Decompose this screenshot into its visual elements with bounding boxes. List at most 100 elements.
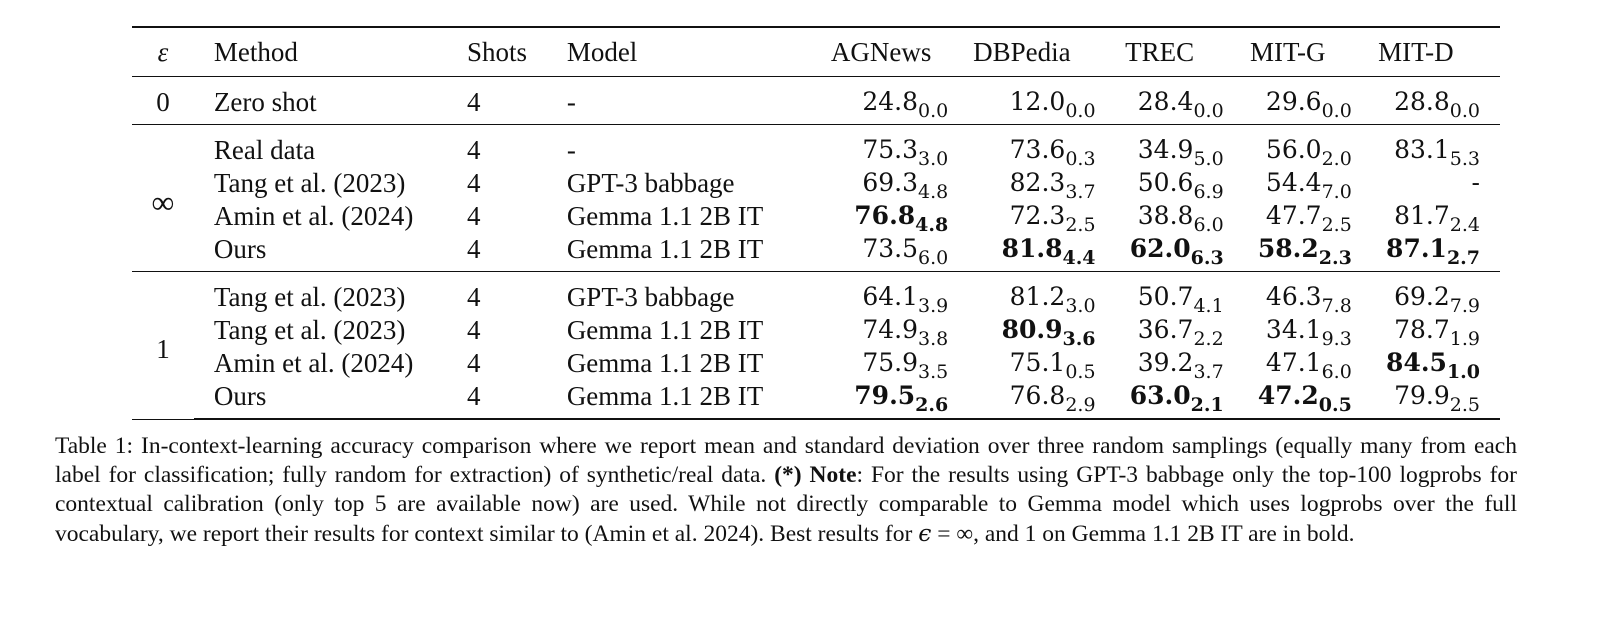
table-row: Tang et al. (2023) 4 Gemma 1.1 2B IT 74.93.… xyxy=(132,313,1500,349)
score-std: 2.6 xyxy=(915,394,949,416)
score-cell-trec: 36.72.2 xyxy=(1096,313,1224,349)
score-value: 81.72.4 xyxy=(1394,201,1480,235)
score-cell-mit-d: 87.12.7 xyxy=(1351,232,1500,272)
score-value: 36.72.2 xyxy=(1138,315,1224,349)
score-cell-mit-g: 47.72.5 xyxy=(1224,199,1352,235)
caption-equals-infinity: = ∞ xyxy=(931,521,974,547)
score-mean: 81.2 xyxy=(1009,282,1066,311)
score-mean: 34.1 xyxy=(1265,315,1322,344)
score-std: 6.0 xyxy=(918,247,949,269)
score-std: 7.8 xyxy=(1321,295,1352,317)
score-std: 2.5 xyxy=(1321,214,1352,236)
score-value: 81.84.4 xyxy=(1002,234,1096,268)
shots-cell: 4 xyxy=(466,232,567,272)
score-std: 6.0 xyxy=(1193,214,1224,236)
model-cell: GPT-3 babbage xyxy=(566,281,735,312)
score-mean: 72.3 xyxy=(1009,201,1066,230)
score-mean: 28.4 xyxy=(1137,87,1194,116)
header-shots: Shots xyxy=(466,26,567,77)
caption-text-1: In-context-learning accuracy comparison … xyxy=(55,433,1517,488)
model-cell: Gemma 1.1 2B IT xyxy=(566,379,815,420)
score-value: 34.95.0 xyxy=(1138,135,1224,169)
score-cell-trec: 39.23.7 xyxy=(1096,346,1224,382)
score-value: 58.22.3 xyxy=(1258,234,1352,268)
table-row: Amin et al. (2024) 4 Gemma 1.1 2B IT 76.84.… xyxy=(132,199,1500,235)
score-cell-dbpedia: 73.60.3 xyxy=(948,125,1096,169)
score-mean: 83.1 xyxy=(1394,135,1450,164)
score-std: 2.5 xyxy=(1065,214,1096,236)
score-mean: 56.0 xyxy=(1265,135,1322,164)
score-std: 6.0 xyxy=(1321,361,1352,383)
table-caption: Table 1: In-context-learning accuracy co… xyxy=(55,432,1517,549)
score-cell-agnews: 76.84.8 xyxy=(814,199,948,235)
score-mean: 79.5 xyxy=(854,381,916,410)
score-cell-trec: 50.66.9 xyxy=(1096,166,1224,202)
score-value: 28.40.0 xyxy=(1137,87,1224,121)
score-value: 87.12.7 xyxy=(1386,234,1480,268)
score-std: 3.0 xyxy=(1065,295,1096,317)
score-std: 2.3 xyxy=(1318,247,1352,269)
score-value: 83.15.3 xyxy=(1394,135,1480,169)
shots-cell: 4 xyxy=(466,379,567,420)
score-value: 73.60.3 xyxy=(1010,135,1096,169)
score-std: 3.0 xyxy=(918,148,949,170)
score-std: 4.8 xyxy=(918,181,949,203)
score-cell-trec: 63.02.1 xyxy=(1095,379,1224,420)
score-cell-mit-g: 46.37.8 xyxy=(1224,272,1352,316)
score-std: 1.9 xyxy=(1449,328,1480,350)
shots-cell: 4 xyxy=(466,200,481,231)
score-value: 50.66.9 xyxy=(1138,168,1224,202)
score-std: 7.9 xyxy=(1449,295,1480,317)
score-std: 1.0 xyxy=(1446,361,1480,383)
score-mean: 46.3 xyxy=(1265,282,1322,311)
score-cell-agnews: 64.13.9 xyxy=(814,272,949,317)
score-value: 47.20.5 xyxy=(1258,381,1352,415)
score-mean: 75.3 xyxy=(862,135,919,164)
model-cell: - xyxy=(566,76,815,125)
score-std: 2.9 xyxy=(1065,394,1096,416)
score-std: 0.5 xyxy=(1065,361,1096,383)
score-value: 81.23.0 xyxy=(1009,282,1096,316)
score-value: 24.80.0 xyxy=(862,87,948,121)
score-value: 69.27.9 xyxy=(1394,282,1480,316)
score-std: 2.7 xyxy=(1446,247,1480,269)
score-mean: 38.8 xyxy=(1137,201,1194,230)
table-row: 0 Zero shot 4-24.80.0 12.00.0 28.40.0 29.60.0… xyxy=(132,76,1500,125)
score-mean: - xyxy=(1471,168,1480,197)
score-value: 72.32.5 xyxy=(1009,201,1096,235)
score-value: 79.92.5 xyxy=(1394,381,1480,415)
score-value: 12.00.0 xyxy=(1010,87,1096,121)
score-std: 4.8 xyxy=(915,214,949,236)
score-cell-mit-d: 84.51.0 xyxy=(1352,346,1500,382)
header-epsilon: ε xyxy=(132,26,194,77)
shots-cell: 4 xyxy=(466,347,481,378)
score-cell-mit-d: - xyxy=(1352,166,1500,199)
caption-text-2: : For the results using GPT-3 babbage on… xyxy=(55,462,1518,547)
method-cell: Tang et al. (2023) xyxy=(213,167,406,198)
score-mean: 50.7 xyxy=(1137,282,1194,311)
score-mean: 76.8 xyxy=(854,201,916,230)
score-value: 54.47.0 xyxy=(1265,168,1352,202)
score-value: 28.80.0 xyxy=(1394,87,1480,121)
caption-text-3: , and 1 on Gemma 1.1 2B IT are in bold. xyxy=(973,521,1355,547)
method-cell: Zero shot xyxy=(193,76,467,125)
score-cell-dbpedia: 81.84.4 xyxy=(948,232,1096,272)
table-row: Ours 4 Gemma 1.1 2B IT 79.52.6 76.82.9 63.02.… xyxy=(132,379,1500,420)
epsilon-cell: ∞ xyxy=(132,124,194,272)
score-cell-trec: 50.74.1 xyxy=(1096,272,1224,316)
score-cell-mit-d: 79.92.5 xyxy=(1351,379,1500,420)
score-std: 3.9 xyxy=(918,295,949,317)
score-std: 6.9 xyxy=(1193,181,1224,203)
score-value: 46.37.8 xyxy=(1265,282,1352,316)
score-value: 50.74.1 xyxy=(1137,282,1224,316)
score-mean: 78.7 xyxy=(1394,315,1450,344)
caption-label: Table 1: xyxy=(55,433,134,459)
score-value: 75.93.5 xyxy=(862,348,948,382)
model-cell: - xyxy=(566,134,576,165)
score-mean: 54.4 xyxy=(1265,168,1322,197)
model-cell: Gemma 1.1 2B IT xyxy=(566,347,764,378)
score-std: 2.0 xyxy=(1321,148,1352,170)
model-cell: Gemma 1.1 2B IT xyxy=(566,200,764,231)
score-cell-mit-d: 81.72.4 xyxy=(1352,199,1500,235)
score-mean: 29.6 xyxy=(1265,87,1322,116)
